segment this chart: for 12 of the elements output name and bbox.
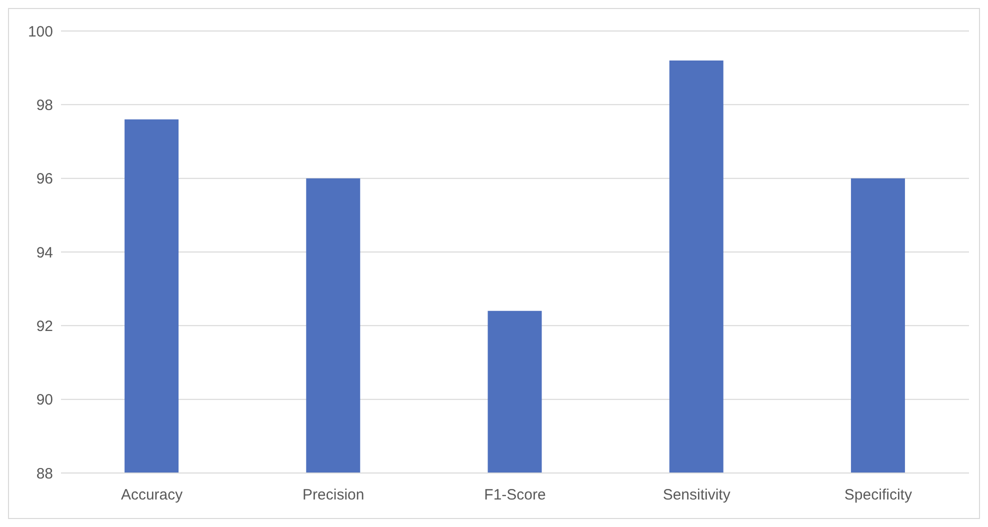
y-tick-label: 94 (36, 244, 53, 262)
y-tick-label: 90 (36, 392, 53, 409)
x-tick-label: Specificity (844, 486, 912, 504)
x-tick-label: Sensitivity (662, 486, 731, 504)
y-tick-label: 100 (28, 23, 53, 40)
x-tick-label: Precision (302, 486, 364, 504)
y-tick-label: 88 (36, 465, 53, 482)
x-tick-label: F1-Score (484, 486, 546, 504)
x-tick-label: Accuracy (120, 486, 184, 504)
y-tick-label: 92 (36, 318, 53, 335)
y-tick-label: 96 (36, 170, 53, 188)
y-tick-label: 98 (36, 96, 53, 114)
